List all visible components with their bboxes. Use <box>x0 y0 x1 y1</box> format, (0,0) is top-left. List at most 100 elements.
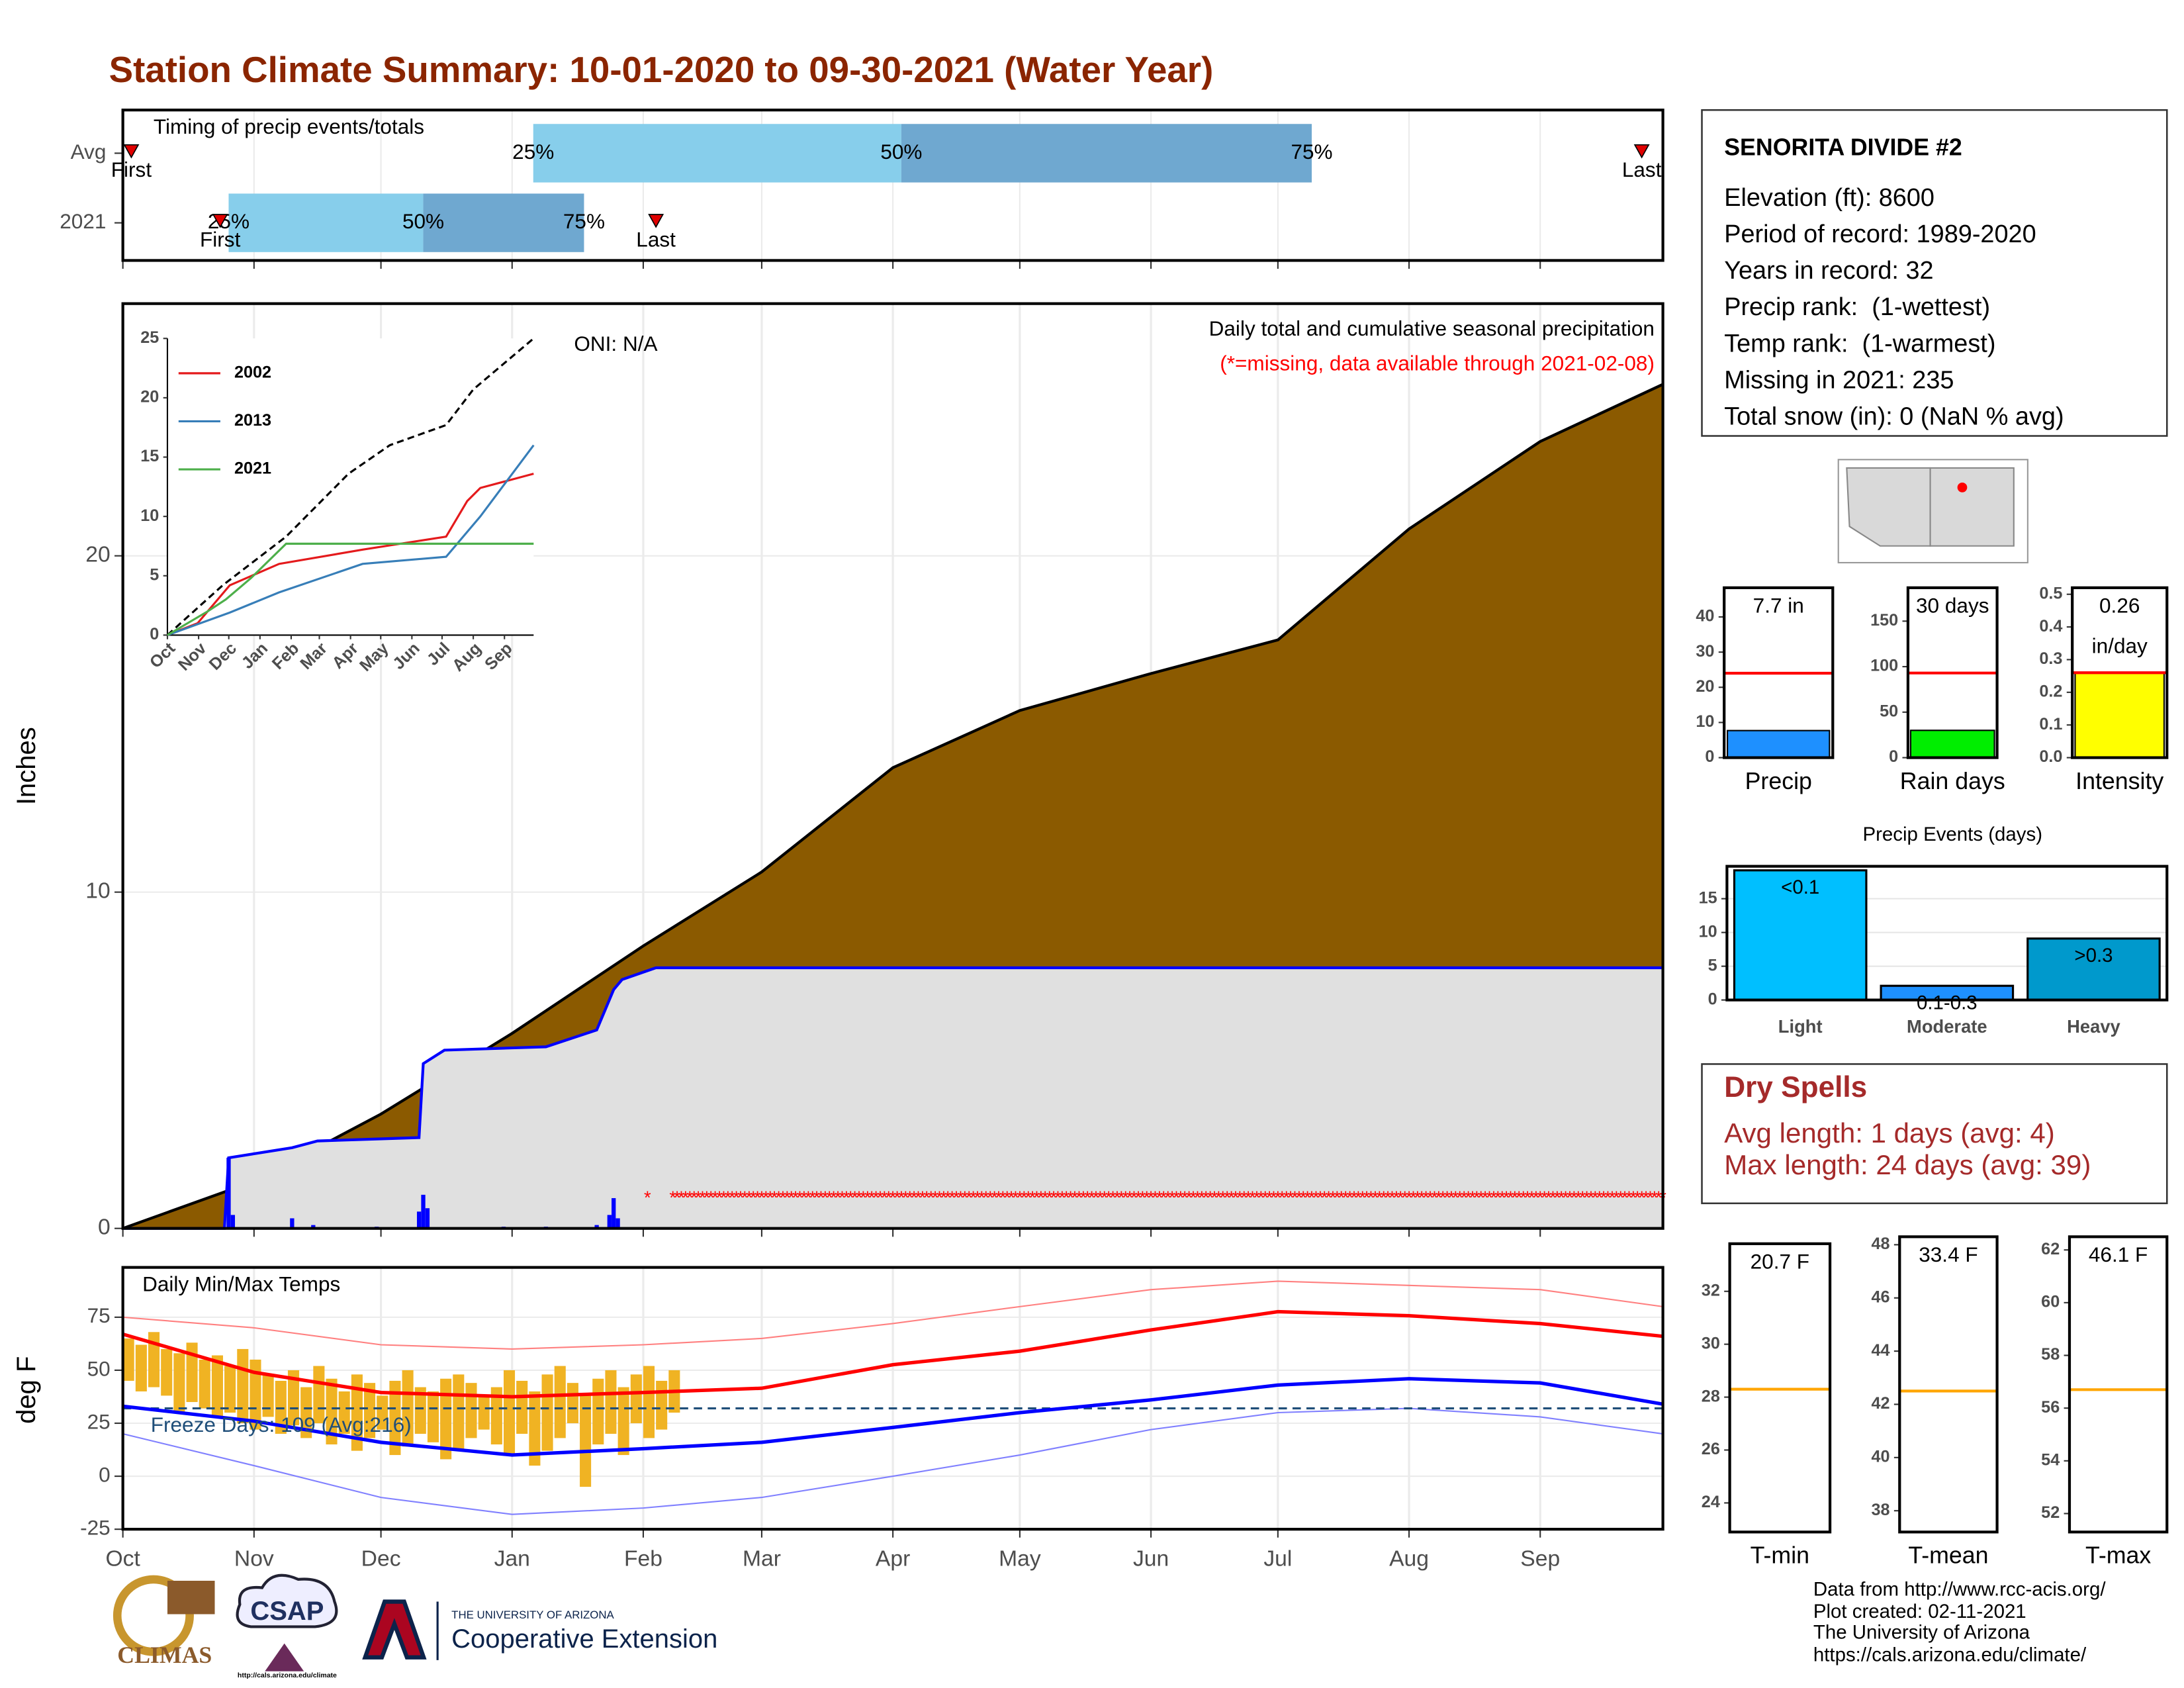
daily-range-bar <box>135 1344 147 1391</box>
avg-line <box>166 338 535 636</box>
event-label: Last <box>1622 158 1662 181</box>
missing-marker: * <box>1024 1187 1032 1207</box>
annotation: Freeze Days: 109 (Avg:216) <box>151 1413 412 1436</box>
csap-url: http://cals.arizona.edu/climate <box>238 1671 337 1679</box>
missing-marker: * <box>1304 1187 1311 1207</box>
map-station <box>1957 483 1968 492</box>
y-tick-label: 0 <box>1889 747 1898 766</box>
x-tick-label: Jun <box>1133 1546 1169 1571</box>
csap-text: CSAP <box>250 1597 324 1626</box>
missing-marker: * <box>1537 1187 1544 1207</box>
missing-marker: * <box>1079 1187 1087 1207</box>
missing-marker: * <box>1194 1187 1201 1207</box>
event-label: First <box>200 227 241 251</box>
daily-bar <box>416 1211 422 1229</box>
missing-marker: * <box>1592 1187 1599 1207</box>
station-line: Precip rank: (1-wettest) <box>1724 293 1990 321</box>
station-line: Total snow (in): 0 (NaN % avg) <box>1724 403 2064 431</box>
missing-marker: * <box>932 1187 939 1207</box>
missing-marker: * <box>780 1187 787 1207</box>
missing-marker: * <box>982 1187 989 1207</box>
daily-range-bar <box>617 1387 629 1456</box>
missing-marker: * <box>1346 1187 1353 1207</box>
daily-range-bar <box>503 1370 516 1456</box>
y-tick-label: 60 <box>2041 1293 2060 1311</box>
y-axis-label: Inches <box>12 727 41 805</box>
daily-range-bar <box>478 1395 490 1430</box>
x-tick-label: T-min <box>1751 1542 1809 1569</box>
missing-marker: * <box>1376 1187 1383 1207</box>
missing-marker: * <box>1215 1187 1222 1207</box>
chart-note: (*=missing, data available through 2021-… <box>1220 352 1655 375</box>
missing-marker: * <box>1245 1187 1252 1207</box>
daily-range-bar <box>262 1374 274 1417</box>
footer-line: https://cals.arizona.edu/climate/ <box>1813 1644 2087 1665</box>
missing-marker: * <box>1050 1187 1058 1207</box>
y-tick-label: 25 <box>87 1409 111 1433</box>
y-tick-label: 10 <box>1696 712 1714 731</box>
missing-marker: * <box>1109 1187 1116 1207</box>
daily-range-bar <box>389 1380 401 1456</box>
x-tick-label: May <box>999 1546 1041 1571</box>
climas-logo <box>167 1580 215 1615</box>
missing-marker: * <box>1308 1187 1316 1207</box>
ua-logo <box>362 1599 427 1660</box>
missing-marker: * <box>881 1187 888 1207</box>
y-tick-label: 10 <box>85 879 110 904</box>
missing-marker: * <box>860 1187 867 1207</box>
missing-marker: * <box>1093 1187 1100 1207</box>
daily-range-bar <box>211 1355 223 1417</box>
missing-marker: * <box>745 1187 752 1207</box>
bar <box>1733 869 1868 1002</box>
missing-marker: * <box>1435 1187 1442 1207</box>
missing-marker: * <box>1275 1187 1282 1207</box>
missing-marker: * <box>1198 1187 1205 1207</box>
value-label: 7.7 in <box>1753 594 1804 618</box>
chart-subtitle: Daily total and cumulative seasonal prec… <box>1209 316 1655 340</box>
station-line: Years in record: 32 <box>1724 257 1933 285</box>
missing-marker: * <box>1261 1187 1269 1207</box>
y-tick-label: 0.1 <box>2039 715 2062 733</box>
missing-marker: * <box>1097 1187 1104 1207</box>
series-line <box>167 542 534 636</box>
missing-marker: * <box>1139 1187 1146 1207</box>
missing-marker: * <box>1613 1187 1620 1207</box>
quartile-bar <box>228 193 424 252</box>
missing-marker: * <box>695 1187 702 1207</box>
missing-marker: * <box>1372 1187 1379 1207</box>
missing-marker: * <box>1401 1187 1408 1207</box>
ua-text: THE UNIVERSITY OF ARIZONA <box>451 1609 614 1621</box>
missing-marker: * <box>1448 1187 1455 1207</box>
missing-marker: * <box>1545 1187 1553 1207</box>
legend-label: 2013 <box>234 411 271 430</box>
value-label: 30 days <box>1916 594 1989 618</box>
missing-marker: * <box>1063 1187 1070 1207</box>
missing-marker: * <box>1427 1187 1434 1207</box>
missing-marker: * <box>1385 1187 1392 1207</box>
daily-range-bar <box>592 1378 604 1445</box>
missing-marker: * <box>1600 1187 1608 1207</box>
missing-marker: * <box>1249 1187 1256 1207</box>
daily-range-bar <box>656 1380 668 1430</box>
missing-marker: * <box>1596 1187 1603 1207</box>
y-tick-label: 10 <box>1699 922 1717 941</box>
missing-marker: * <box>1071 1187 1079 1207</box>
missing-marker: * <box>877 1187 884 1207</box>
y-tick-label: 0 <box>1705 747 1714 766</box>
bin-label: >0.3 <box>2074 945 2113 966</box>
y-tick-label: 42 <box>1871 1394 1889 1413</box>
dry-spells-title: Dry Spells <box>1724 1071 1867 1103</box>
missing-marker: * <box>1516 1187 1523 1207</box>
location-map <box>1837 459 2028 564</box>
missing-marker: * <box>1355 1187 1362 1207</box>
x-tick-label: Rain days <box>1900 768 2005 794</box>
x-tick-label: Feb <box>624 1546 662 1571</box>
missing-marker: * <box>1300 1187 1307 1207</box>
y-tick-label: 32 <box>1702 1281 1720 1299</box>
y-tick-label: 28 <box>1702 1387 1720 1405</box>
plot-frame <box>2068 1235 2169 1534</box>
missing-marker: * <box>1461 1187 1468 1207</box>
missing-marker: * <box>889 1187 897 1207</box>
